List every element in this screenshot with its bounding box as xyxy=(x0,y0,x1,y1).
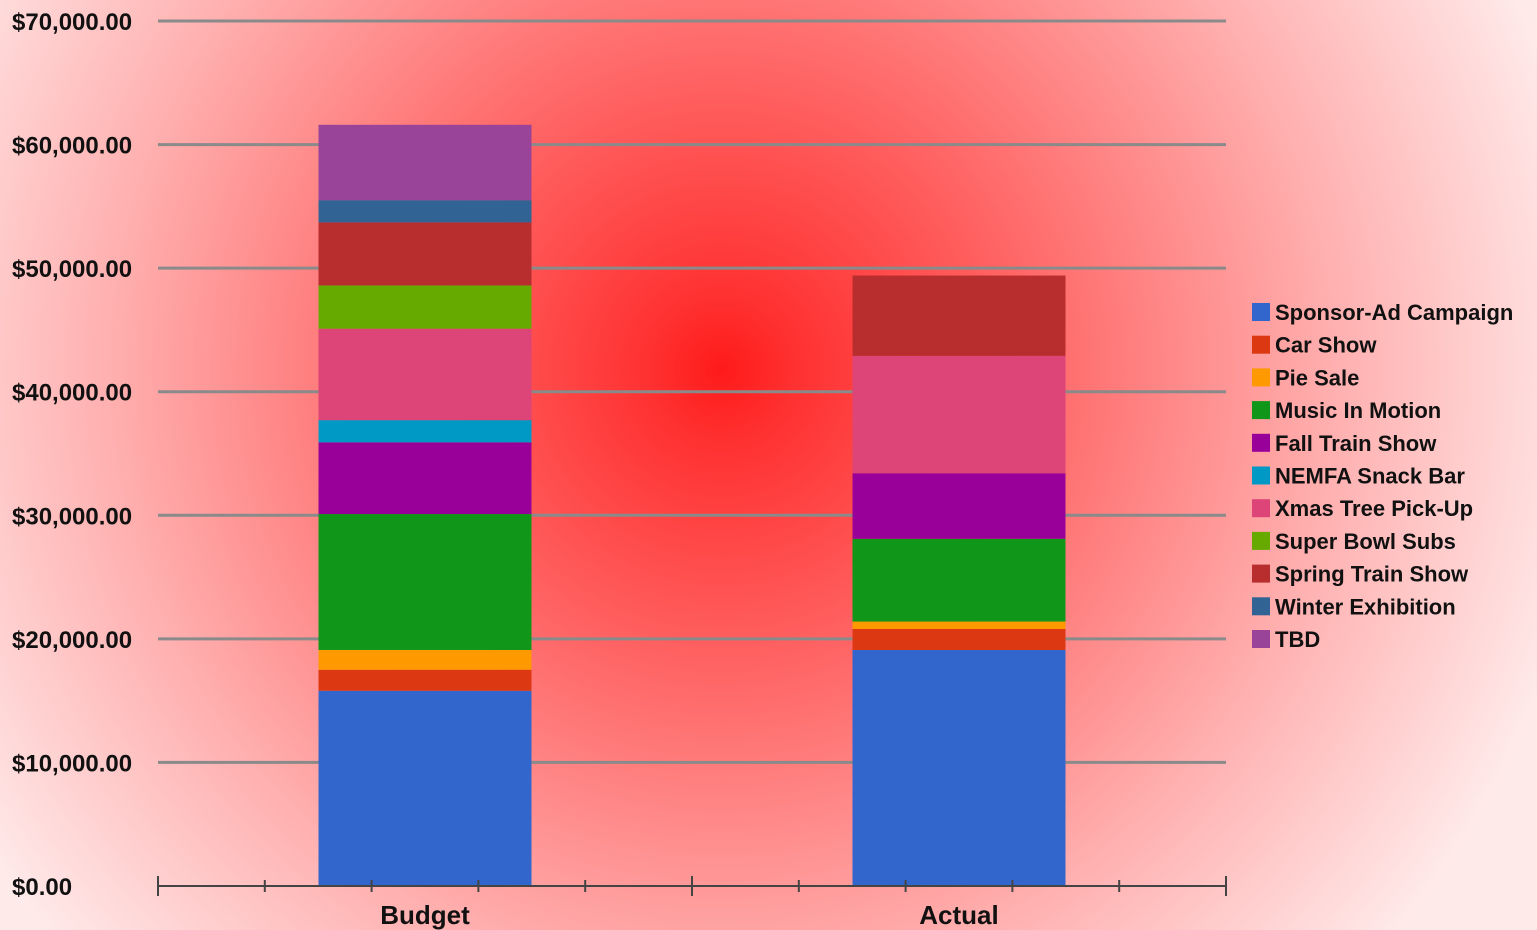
legend-label: Xmas Tree Pick-Up xyxy=(1275,496,1473,521)
bar-segment xyxy=(852,473,1066,539)
y-tick-label: $30,000.00 xyxy=(12,503,132,530)
y-tick-label: $0.00 xyxy=(12,874,72,901)
legend-swatch xyxy=(1252,303,1270,321)
x-category-label: Actual xyxy=(919,900,998,930)
y-tick-label: $70,000.00 xyxy=(12,9,132,36)
legend-swatch xyxy=(1252,531,1270,550)
bar-segment xyxy=(318,514,532,650)
y-axis: $0.00 $10,000.00 $20,000.00 $30,000.00 $40,0… xyxy=(12,9,132,901)
bar-segment xyxy=(852,275,1066,356)
y-tick-label: $60,000.00 xyxy=(12,133,132,160)
y-tick-label: $50,000.00 xyxy=(12,256,132,283)
bar-segment xyxy=(318,124,532,201)
legend-label: Spring Train Show xyxy=(1275,562,1469,587)
legend-label: TBD xyxy=(1275,627,1320,652)
legend-label: Music In Motion xyxy=(1275,398,1441,423)
bar-segment xyxy=(852,628,1066,650)
x-category-label: Budget xyxy=(380,900,470,930)
legend-label: Sponsor-Ad Campaign xyxy=(1275,300,1513,325)
legend-label: Pie Sale xyxy=(1275,365,1359,390)
bars xyxy=(318,124,1066,886)
legend-label: Car Show xyxy=(1275,333,1377,358)
bar-segment xyxy=(852,355,1066,474)
legend-label: Winter Exhibition xyxy=(1275,594,1456,619)
bar-segment xyxy=(318,690,532,886)
bar-segment xyxy=(318,285,532,329)
bar-segment xyxy=(318,420,532,443)
legend-swatch xyxy=(1252,335,1270,354)
legend-swatch xyxy=(1252,630,1270,648)
bar-segment xyxy=(852,649,1066,886)
legend-swatch xyxy=(1252,368,1270,387)
bar-segment xyxy=(318,222,532,286)
y-tick-label: $10,000.00 xyxy=(12,750,132,777)
legend-swatch xyxy=(1252,564,1270,583)
legend-swatch xyxy=(1252,433,1270,452)
bar-segment xyxy=(318,328,532,421)
legend-swatch xyxy=(1252,466,1270,485)
legend-label: Fall Train Show xyxy=(1275,431,1437,456)
y-tick-label: $20,000.00 xyxy=(12,627,132,654)
legend-label: NEMFA Snack Bar xyxy=(1275,464,1465,489)
legend-swatch xyxy=(1252,401,1270,420)
y-tick-label: $40,000.00 xyxy=(12,380,132,407)
bar-segment xyxy=(852,621,1066,629)
legend: Sponsor-Ad Campaign Car Show Pie Sale Music… xyxy=(1252,300,1513,652)
legend-swatch xyxy=(1252,499,1270,518)
bar-segment xyxy=(318,442,532,515)
legend-swatch xyxy=(1252,597,1270,616)
legend-label: Super Bowl Subs xyxy=(1275,529,1456,554)
bar-segment xyxy=(318,200,532,223)
x-axis: Budget Actual xyxy=(157,876,1227,930)
bar-segment xyxy=(318,669,532,691)
bar-segment xyxy=(318,649,532,670)
bar-segment xyxy=(852,538,1066,622)
